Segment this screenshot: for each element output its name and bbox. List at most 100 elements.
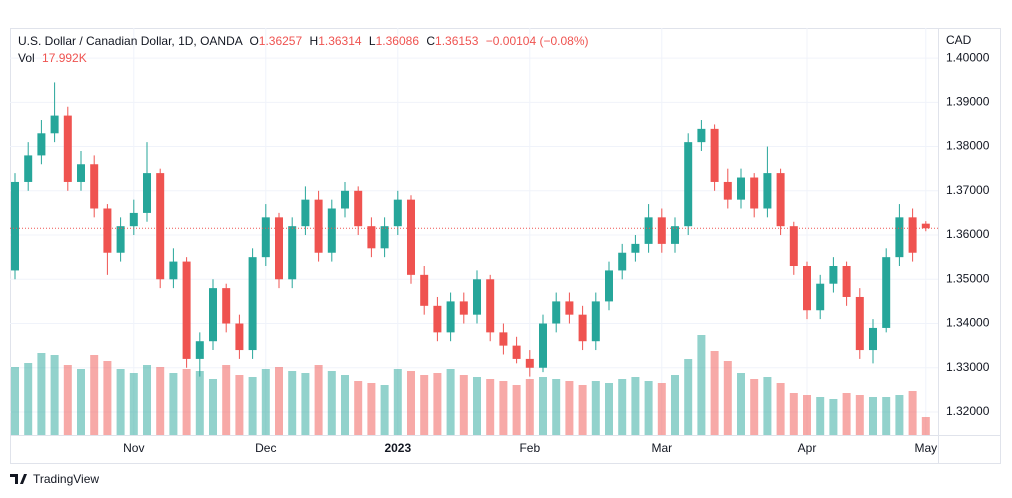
low-value: 1.36086 — [376, 34, 420, 48]
legend: U.S. Dollar / Canadian Dollar, 1D, OANDA… — [18, 34, 589, 48]
volume-bar — [895, 395, 904, 435]
candle-body — [631, 243, 640, 253]
candle-body — [341, 190, 349, 209]
candle-body — [103, 208, 112, 253]
volume-bar — [855, 395, 864, 435]
candle-body — [644, 217, 653, 244]
y-tick-label: 1.39000 — [946, 94, 990, 108]
candle-body — [710, 128, 719, 182]
logo-mark — [10, 474, 27, 484]
candle-body — [169, 261, 178, 280]
ohlc-letter: C — [426, 34, 435, 48]
volume-bar — [539, 377, 547, 435]
candle-body — [222, 288, 231, 324]
candle-body — [235, 323, 244, 351]
volume-bar — [103, 361, 112, 435]
volume-bar — [182, 369, 191, 435]
volume-bar — [327, 371, 336, 435]
candle-body — [855, 296, 864, 351]
volume-bar — [605, 383, 613, 435]
candle-body — [156, 173, 165, 280]
ohlc-letter: L — [369, 34, 376, 48]
y-tick-label: 1.32000 — [946, 404, 990, 418]
volume-bar — [750, 379, 759, 435]
volume-bar — [473, 377, 481, 435]
candle-body — [143, 173, 151, 213]
candle-body — [275, 217, 283, 280]
candle-body — [618, 252, 627, 271]
y-tick-label: 1.38000 — [946, 139, 990, 153]
volume-bar — [393, 369, 402, 435]
y-tick-label: 1.40000 — [946, 50, 990, 64]
close-value: 1.36153 — [435, 34, 479, 48]
y-tick-label: 1.34000 — [946, 316, 990, 330]
ohlc-letter: O — [249, 34, 258, 48]
candle-body — [750, 177, 759, 209]
candle-body — [803, 266, 811, 311]
volume-bar — [829, 399, 838, 435]
volume-bar — [77, 369, 85, 435]
volume-bar — [869, 397, 877, 435]
candle-body — [829, 266, 838, 284]
candle-body — [657, 217, 666, 244]
candle-body — [393, 199, 402, 227]
volume-bar — [156, 367, 165, 435]
volume-bar — [525, 379, 534, 435]
tradingview-logo: TradingView — [10, 472, 99, 486]
candle-body — [723, 181, 732, 200]
candle-body — [380, 226, 389, 249]
candle-body — [882, 257, 891, 328]
volume-bar — [763, 377, 772, 435]
y-tick-label: 1.36000 — [946, 227, 990, 241]
candle-body — [248, 257, 257, 351]
candle-body — [473, 279, 481, 315]
volume-bar — [11, 367, 19, 435]
x-tick-label: May — [914, 441, 937, 455]
candle-body — [671, 226, 679, 244]
candle-body — [552, 301, 561, 324]
candle-body — [697, 128, 706, 143]
volume-bar — [631, 377, 640, 435]
volume-bar — [657, 383, 666, 435]
candle-body — [327, 208, 336, 253]
candle-body — [77, 164, 85, 182]
volume-bar — [803, 395, 811, 435]
volume-bar — [63, 365, 72, 435]
volume-bar — [341, 375, 349, 435]
volume-bar — [248, 377, 257, 435]
candle-body — [737, 177, 745, 200]
candle-body — [921, 223, 930, 229]
candle-body — [908, 217, 917, 253]
volume-bar — [275, 367, 283, 435]
candle-body — [486, 279, 495, 333]
candle-body — [539, 323, 547, 368]
chart-frame — [10, 28, 1001, 464]
candle-body — [459, 301, 468, 315]
candle-body — [525, 358, 534, 368]
candle-body — [684, 142, 693, 227]
volume-bar — [578, 385, 587, 435]
volume-bar — [209, 379, 217, 435]
x-tick-label: Dec — [255, 441, 276, 455]
volume-bar — [116, 369, 125, 435]
volume-bar — [512, 385, 521, 435]
candle-body — [37, 133, 46, 156]
candle-body — [354, 190, 363, 227]
volume-bar — [816, 397, 825, 435]
volume-bar — [776, 383, 785, 435]
candle-body — [578, 314, 587, 342]
volume-bar — [235, 375, 244, 435]
volume-title: Vol — [18, 51, 35, 65]
volume-bar — [354, 381, 363, 435]
candle-body — [301, 199, 310, 227]
volume-bar — [882, 397, 891, 435]
candle-body — [605, 270, 613, 302]
volume-bar — [644, 381, 653, 435]
candle-body — [195, 341, 204, 359]
candle-body — [512, 345, 521, 359]
volume-bar — [288, 371, 297, 435]
change: −0.00104 (−0.08%) — [486, 34, 589, 48]
volume-bar — [459, 375, 468, 435]
candle-body — [182, 261, 191, 359]
candle-body — [565, 301, 574, 315]
